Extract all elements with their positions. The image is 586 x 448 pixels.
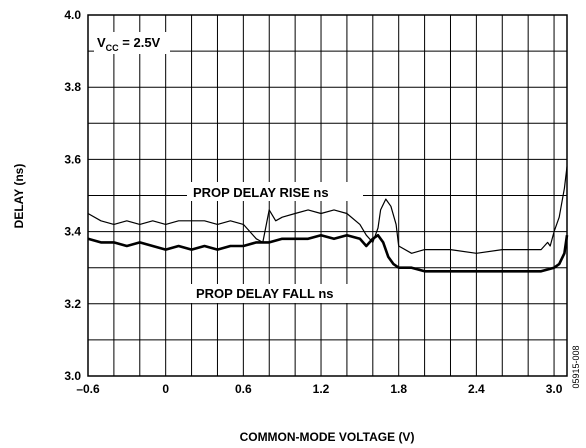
- vcc-annotation-prefix: V: [97, 35, 106, 50]
- vcc-annotation-sub: CC: [106, 43, 119, 53]
- y-tick-label: 3.4: [64, 225, 81, 239]
- y-tick-labels: 3.0 3.2 3.4 3.6 3.8 4.0: [64, 8, 81, 383]
- x-axis-title: COMMON-MODE VOLTAGE (V): [240, 430, 415, 444]
- rise-series-label: PROP DELAY RISE ns: [193, 185, 329, 200]
- y-tick-label: 3.8: [64, 80, 81, 94]
- x-tick-label: 2.4: [468, 382, 485, 396]
- y-axis-title: DELAY (ns): [12, 164, 26, 229]
- x-tick-labels: –0.6 0 0.6 1.2 1.8 2.4 3.0: [76, 382, 562, 396]
- x-tick-label: –0.6: [76, 382, 100, 396]
- y-tick-label: 3.2: [64, 297, 81, 311]
- fall-series-label: PROP DELAY FALL ns: [196, 286, 334, 301]
- x-tick-label: 1.2: [313, 382, 330, 396]
- x-tick-label: 1.8: [390, 382, 407, 396]
- x-tick-label: 0.6: [235, 382, 252, 396]
- x-tick-label: 0: [162, 382, 169, 396]
- x-tick-label: 3.0: [546, 382, 563, 396]
- y-tick-label: 4.0: [64, 8, 81, 22]
- vcc-annotation-suffix: = 2.5V: [119, 35, 161, 50]
- series-line-fall: [88, 235, 567, 271]
- figure-id: 05915-008: [571, 345, 581, 388]
- y-tick-label: 3.0: [64, 369, 81, 383]
- series-line-rise: [88, 167, 567, 254]
- y-tick-label: 3.6: [64, 152, 81, 166]
